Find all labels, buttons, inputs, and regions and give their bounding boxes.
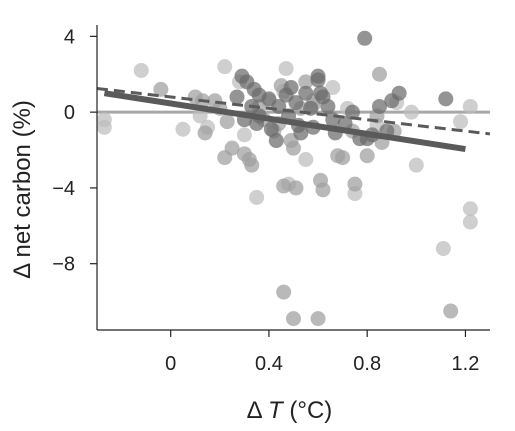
data-point (175, 121, 191, 137)
data-point (453, 114, 469, 130)
data-point (371, 66, 387, 82)
x-axis-title-unit: (°C) (283, 397, 333, 424)
data-point (435, 241, 451, 257)
data-point (335, 150, 351, 166)
data-point (371, 98, 387, 114)
x-axis-ticks: 0 0.4 0.8 1.2 (165, 330, 479, 375)
x-tick-label: 1.2 (452, 353, 480, 375)
data-point (286, 140, 301, 156)
data-point (320, 98, 336, 114)
y-tick-label: −8 (52, 254, 75, 276)
x-axis-title-variable: T (268, 397, 285, 424)
x-axis-title: Δ T (°C) (247, 397, 333, 424)
y-axis-title: Δ net carbon (%) (9, 100, 36, 279)
data-point (268, 133, 284, 149)
data-point (438, 91, 454, 107)
data-point (286, 311, 301, 327)
data-point (207, 93, 223, 109)
data-point (244, 157, 260, 173)
data-point (263, 121, 279, 137)
data-point (298, 152, 314, 168)
y-axis-ticks: 4 0 −4 −8 (52, 26, 97, 276)
data-point (325, 80, 341, 96)
data-point (462, 98, 478, 114)
data-point (293, 125, 309, 141)
y-tick-label: 0 (64, 102, 75, 124)
data-point (153, 81, 169, 97)
data-point (96, 119, 112, 135)
data-point (462, 214, 478, 230)
y-tick-label: −4 (52, 178, 75, 200)
data-point (278, 87, 294, 103)
data-point (347, 176, 363, 192)
trend-line-solid (103, 90, 466, 153)
data-point (219, 114, 235, 130)
data-point (278, 61, 294, 77)
data-point (217, 150, 233, 166)
data-point (462, 201, 478, 217)
data-point (359, 148, 375, 164)
trend-line-dashed (96, 86, 491, 136)
x-axis-title-prefix: Δ (247, 397, 268, 424)
data-point (133, 62, 149, 78)
y-tick-label: 4 (64, 26, 75, 48)
data-points (96, 30, 478, 327)
data-point (298, 85, 314, 101)
data-point (391, 85, 407, 101)
data-point (315, 182, 331, 198)
data-point (229, 89, 245, 105)
data-point (310, 68, 326, 84)
data-point (403, 104, 419, 120)
data-point (357, 30, 373, 46)
data-point (192, 108, 208, 124)
axes: 0 0.4 0.8 1.2 4 0 −4 −8 (52, 25, 490, 375)
data-point (344, 104, 360, 120)
data-point (443, 303, 459, 319)
data-point (310, 311, 326, 327)
data-point (276, 178, 292, 194)
data-point (298, 74, 314, 90)
x-tick-label: 0.4 (255, 353, 283, 375)
trend-lines (96, 86, 491, 153)
data-point (408, 157, 424, 173)
x-tick-label: 0.8 (353, 353, 381, 375)
data-point (217, 59, 233, 75)
data-point (249, 189, 265, 205)
data-point (288, 180, 304, 196)
data-point (197, 125, 213, 141)
data-point (236, 127, 252, 143)
x-tick-label: 0 (165, 353, 176, 375)
data-point (276, 284, 292, 300)
